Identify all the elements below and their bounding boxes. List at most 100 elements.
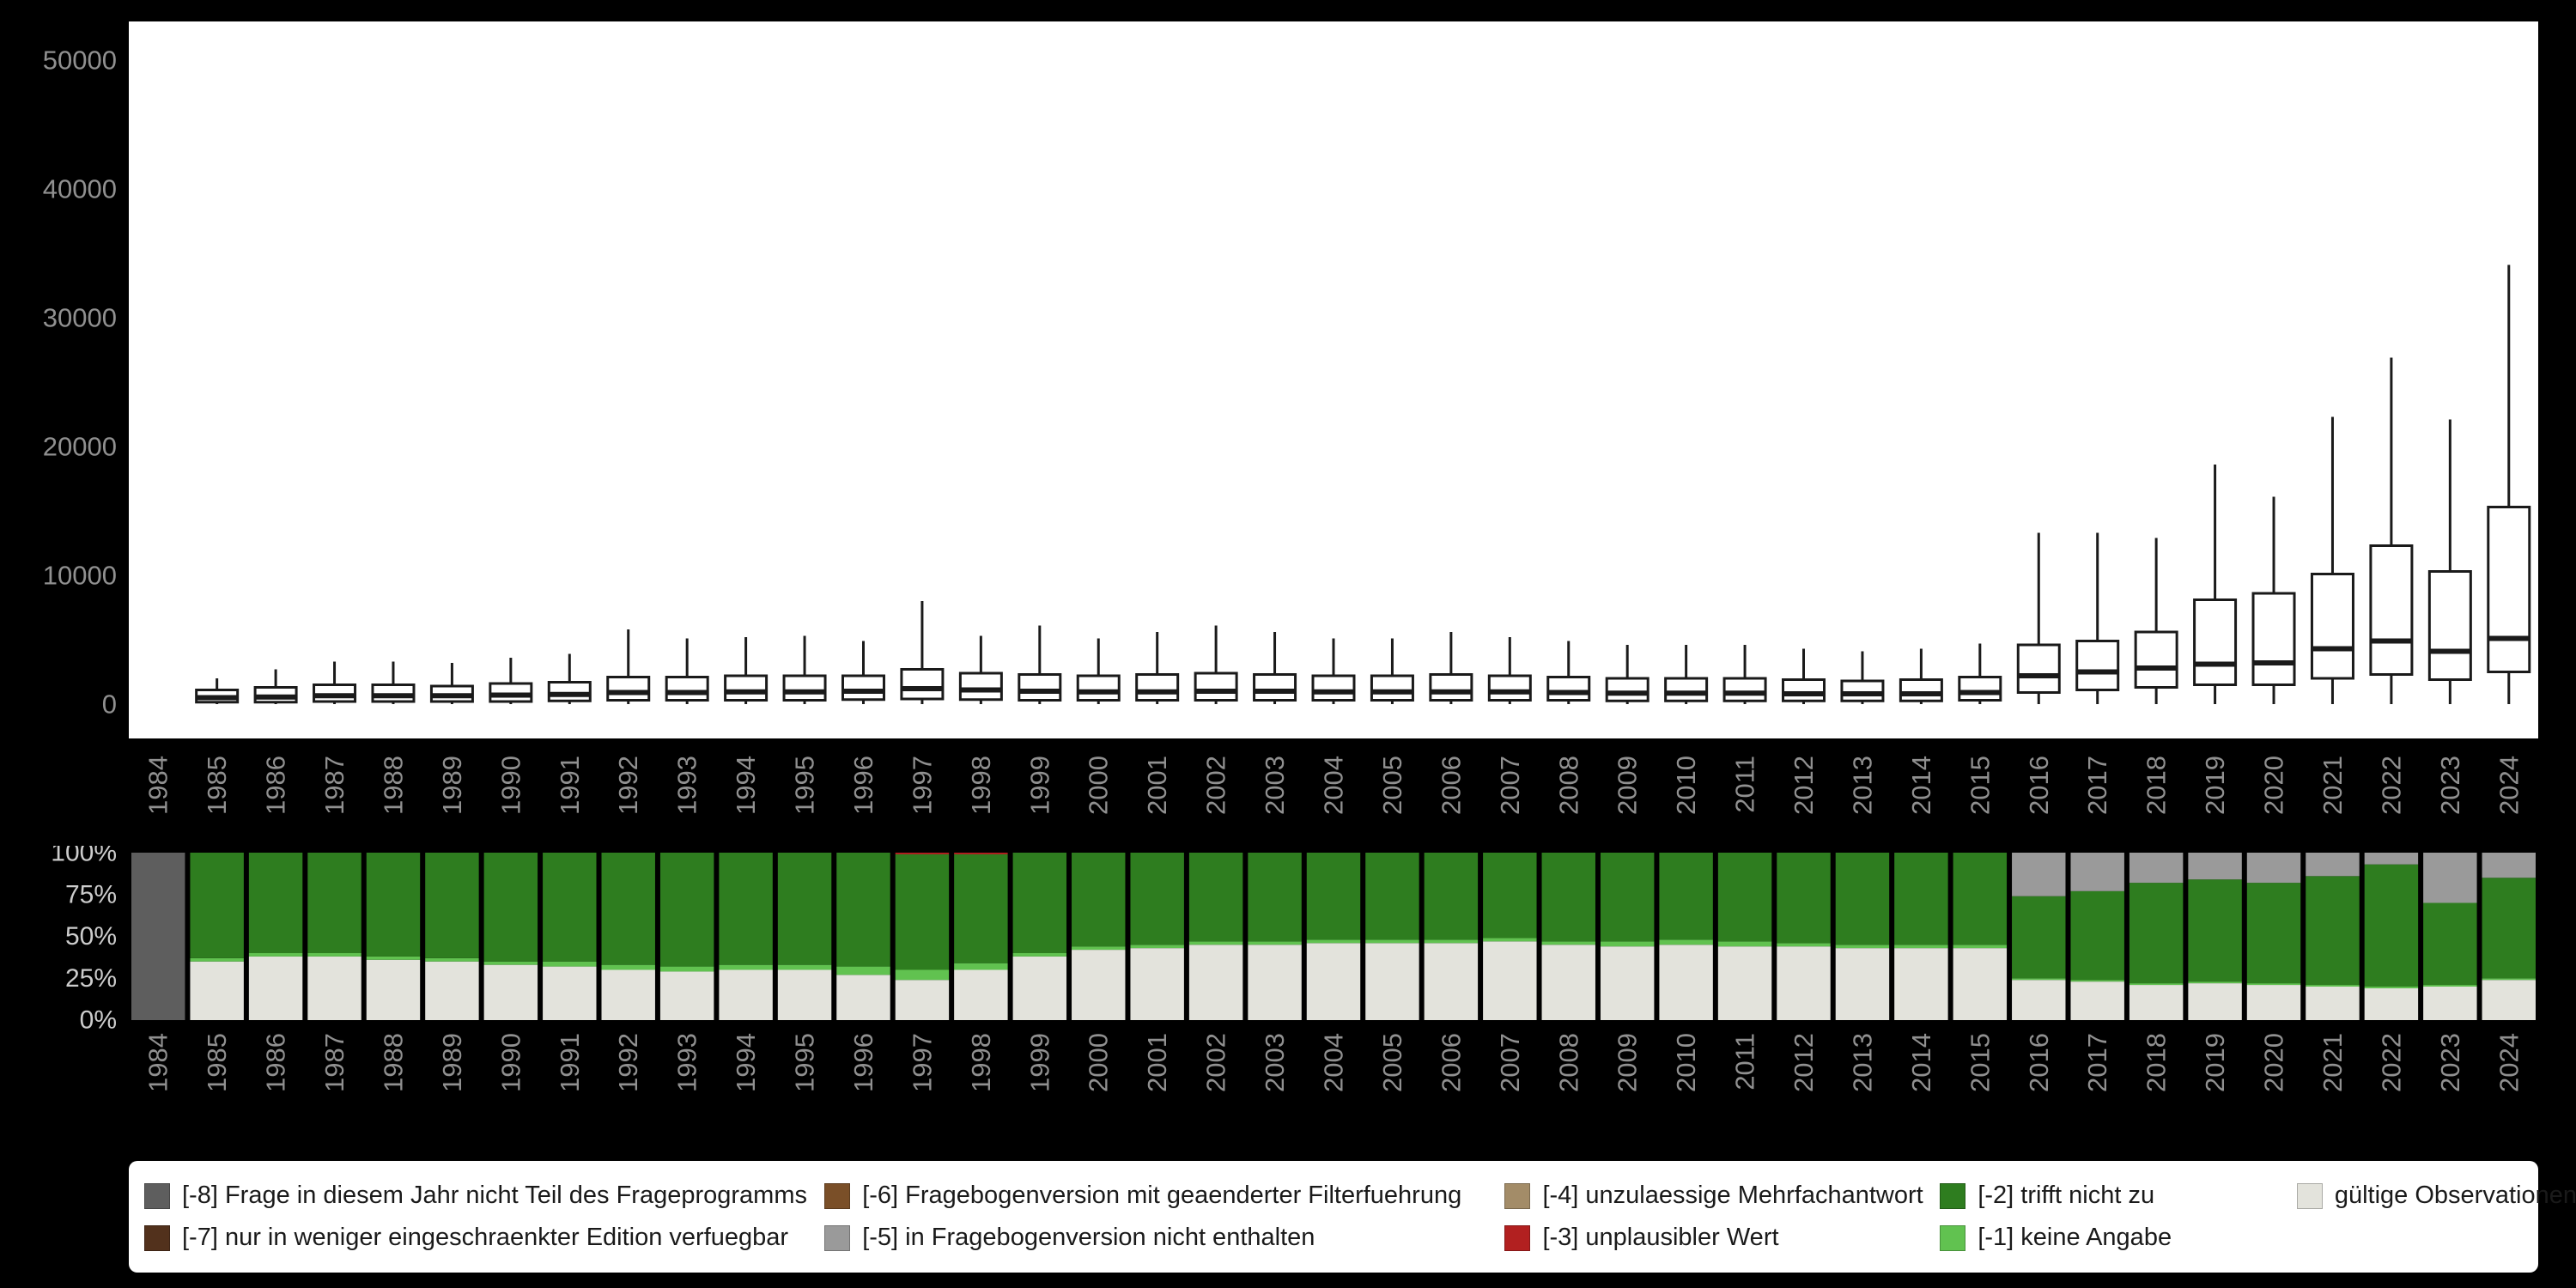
legend: [-8] Frage in diesem Jahr nicht Teil des… (129, 1161, 2576, 1273)
x-tick-label-year: 2004 (1319, 756, 1349, 815)
bar-segment-minus2 (1188, 853, 1243, 942)
bar-segment-valid (1365, 943, 1419, 1020)
bar-segment-minus1 (1483, 938, 1537, 942)
x-tick-label-year: 1988 (378, 756, 408, 815)
x-tick-label-year: 2010 (1671, 1033, 1701, 1092)
x-tick-label-year: 1999 (1024, 756, 1054, 815)
bar-segment-minus2 (1483, 853, 1537, 939)
bar-segment-minus2 (2012, 896, 2066, 979)
x-tick-label-year: 1994 (731, 1033, 761, 1092)
bar-segment-minus1 (1541, 941, 1595, 945)
boxplot-2022 (2369, 357, 2414, 704)
boxplot-2010 (1664, 645, 1709, 704)
stacked-bar-2022 (2364, 853, 2419, 1020)
bar-segment-minus1 (1306, 939, 1361, 944)
x-tick-label-year: 2022 (2376, 1033, 2406, 1092)
minus7-swatch-icon (144, 1224, 170, 1251)
bar-segment-minus1 (1248, 941, 1302, 945)
x-tick-label-year: 2023 (2435, 1033, 2465, 1092)
x-tick-label-year: 2002 (1201, 756, 1231, 815)
boxplot-2003 (1253, 632, 1297, 704)
stacked-bar-2005 (1365, 853, 1419, 1020)
bar-segment-valid (1306, 943, 1361, 1020)
minus8-swatch-icon (144, 1182, 170, 1209)
bar-segment-valid (659, 971, 714, 1020)
x-tick-label-year: 1993 (672, 756, 702, 815)
stacked-bar-2009 (1600, 853, 1655, 1020)
bar-segment-minus2 (307, 853, 361, 953)
bar-segment-minus2 (1894, 853, 1948, 945)
percent-tick-label: 75% (65, 880, 117, 908)
boxplot-1991 (547, 653, 592, 704)
bar-segment-valid (1012, 956, 1067, 1020)
y-tick-label: 50000 (43, 46, 117, 76)
boxplot-2014 (1899, 648, 1943, 704)
stacked-bar-1986 (248, 853, 303, 1020)
bar-segment-minus1 (307, 953, 361, 957)
legend-item-minus1: [-1] keine Angabe (1940, 1224, 2297, 1252)
boxplot-1986 (253, 669, 298, 704)
boxplot-2008 (1546, 641, 1591, 704)
x-tick-label-year: 1987 (319, 1033, 349, 1092)
x-tick-label-year: 2015 (1965, 756, 1995, 815)
x-tick-label-year: 2012 (1789, 756, 1819, 815)
x-tick-label-year: 2000 (1084, 756, 1114, 815)
minus4-swatch-icon (1504, 1182, 1531, 1209)
boxplot-2013 (1840, 651, 1885, 704)
stacked-bar-2008 (1541, 853, 1595, 1020)
legend-item-minus7: [-7] nur in weniger eingeschraenkter Edi… (144, 1224, 824, 1252)
bar-segment-valid (1483, 941, 1537, 1020)
stacked-bar-1999 (1012, 853, 1067, 1020)
boxplot-1998 (958, 635, 1003, 704)
x-tick-label-year: 2016 (2024, 1033, 2054, 1092)
boxplot-2016 (2016, 532, 2061, 704)
x-tick-label-year: 2013 (1847, 1033, 1877, 1092)
x-tick-label-year: 2020 (2259, 1033, 2289, 1092)
bar-segment-minus1 (1424, 939, 1479, 944)
bar-segment-minus2 (659, 853, 714, 967)
bar-segment-minus2 (2364, 864, 2419, 987)
percent-tick-label: 50% (65, 922, 117, 951)
boxplot-1989 (429, 663, 474, 704)
bar-segment-minus5 (2188, 853, 2242, 880)
x-tick-label-year: 2011 (1730, 756, 1760, 813)
bar-segment-valid (1248, 945, 1302, 1020)
y-tick-label: 20000 (43, 432, 117, 462)
bar-segment-minus1 (190, 957, 244, 962)
x-tick-label-year: 1984 (143, 756, 173, 815)
x-tick-label-year: 1998 (966, 756, 996, 815)
bar-segment-minus2 (895, 854, 950, 970)
stacked-bar-2020 (2246, 853, 2301, 1020)
legend-label: [-4] unzulaessige Mehrfachantwort (1542, 1182, 1923, 1209)
x-tick-label-year: 1986 (261, 756, 291, 815)
bar-segment-valid (2012, 980, 2066, 1020)
boxplot-2020 (2251, 496, 2296, 704)
valid-swatch-icon (2296, 1182, 2323, 1209)
x-tick-label-year: 2003 (1260, 1033, 1290, 1092)
bar-segment-minus1 (954, 963, 1008, 970)
bar-segment-minus1 (895, 969, 950, 981)
x-tick-label-year: 1991 (555, 756, 585, 815)
bar-segment-minus1 (1072, 946, 1126, 951)
bar-segment-minus2 (1659, 853, 1713, 940)
bar-segment-valid (2129, 985, 2184, 1020)
x-tick-label-year: 2015 (1965, 1033, 1995, 1092)
bar-segment-minus1 (1600, 941, 1655, 947)
boxplot-2024 (2487, 264, 2531, 704)
bar-segment-minus2 (483, 853, 538, 962)
bar-segment-minus2 (425, 853, 479, 958)
bar-segment-minus2 (1248, 853, 1302, 942)
bar-segment-minus2 (1777, 853, 1831, 944)
bar-segment-minus1 (2482, 978, 2536, 981)
bar-segment-minus1 (2188, 981, 2242, 984)
bar-segment-minus1 (1659, 939, 1713, 945)
x-tick-label-year: 1995 (790, 1033, 820, 1092)
bar-segment-minus2 (1835, 853, 1890, 945)
stacked-bar-2018 (2129, 853, 2184, 1020)
bar-segment-valid (2364, 987, 2419, 1020)
bar-segment-valid (1659, 945, 1713, 1020)
bar-segment-valid (307, 956, 361, 1020)
bar-segment-valid (2306, 987, 2360, 1020)
bar-segment-minus5 (2482, 853, 2536, 878)
bar-segment-minus1 (1188, 941, 1243, 945)
